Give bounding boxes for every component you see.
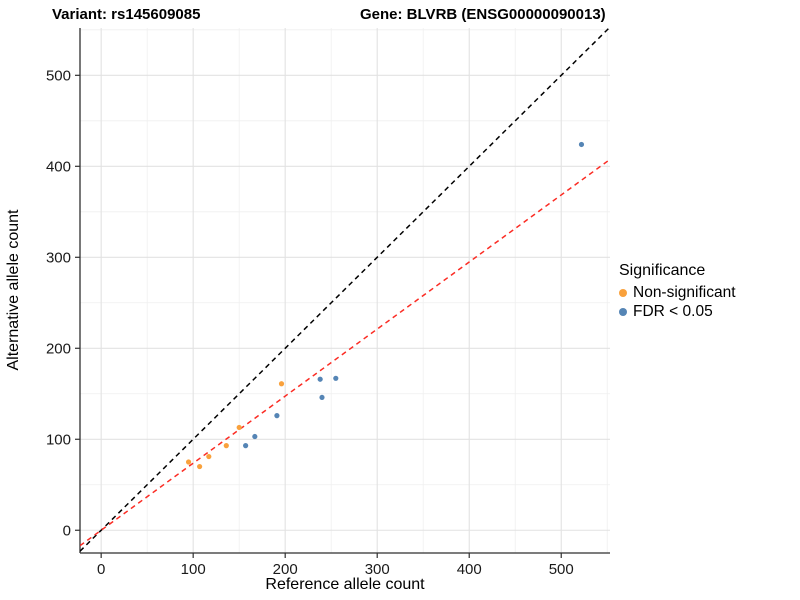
legend-title: Significance <box>619 262 706 279</box>
legend-dot-non-significant-icon <box>619 288 627 297</box>
data-point <box>319 394 325 401</box>
tick-label-layer: 0 100 200 300 400 500 0 100 200 300 400 500 <box>46 67 574 578</box>
data-point <box>274 413 280 419</box>
legend: Significance Non-significant FDR < 0.05 <box>619 262 736 321</box>
x-tick-label: 100 <box>181 561 206 578</box>
data-points-layer <box>185 141 585 470</box>
legend-item-fdr: FDR < 0.05 <box>619 302 736 321</box>
data-point <box>278 381 285 387</box>
y-axis-label: Alternative allele count <box>5 209 22 371</box>
identity-line <box>80 28 610 552</box>
fit-line <box>80 158 610 547</box>
gene-title: Gene: BLVRB (ENSG00000090013) <box>360 6 606 23</box>
x-tick-label: 0 <box>97 561 105 578</box>
variant-title: Variant: rs145609085 <box>52 6 201 23</box>
y-tick-label: 0 <box>63 522 71 539</box>
x-axis-label: Reference allele count <box>265 576 425 593</box>
x-tick-label: 300 <box>365 561 390 578</box>
legend-item-non-significant: Non-significant <box>619 283 736 302</box>
data-point <box>578 141 585 148</box>
y-tick-label: 500 <box>46 67 71 84</box>
y-tick-label: 200 <box>46 340 71 357</box>
data-point <box>243 443 249 449</box>
y-tick-label: 100 <box>46 431 71 448</box>
data-point <box>236 424 242 431</box>
x-tick-label: 200 <box>273 561 298 578</box>
data-point <box>197 463 203 470</box>
y-tick-label: 300 <box>46 249 71 266</box>
data-point <box>206 453 212 460</box>
data-point <box>333 375 339 381</box>
x-tick-label: 400 <box>457 561 482 578</box>
y-tick-label: 400 <box>46 158 71 175</box>
legend-label-non-significant: Non-significant <box>633 283 736 301</box>
data-point <box>223 443 229 449</box>
data-point <box>185 459 192 465</box>
axis-layer <box>75 28 610 558</box>
x-tick-label: 500 <box>549 561 574 578</box>
data-point <box>317 376 323 382</box>
legend-label-fdr: FDR < 0.05 <box>633 302 713 320</box>
grid-layer <box>80 28 610 553</box>
legend-dot-fdr-icon <box>619 307 627 316</box>
reference-lines-layer <box>80 28 610 552</box>
data-point <box>252 433 258 440</box>
